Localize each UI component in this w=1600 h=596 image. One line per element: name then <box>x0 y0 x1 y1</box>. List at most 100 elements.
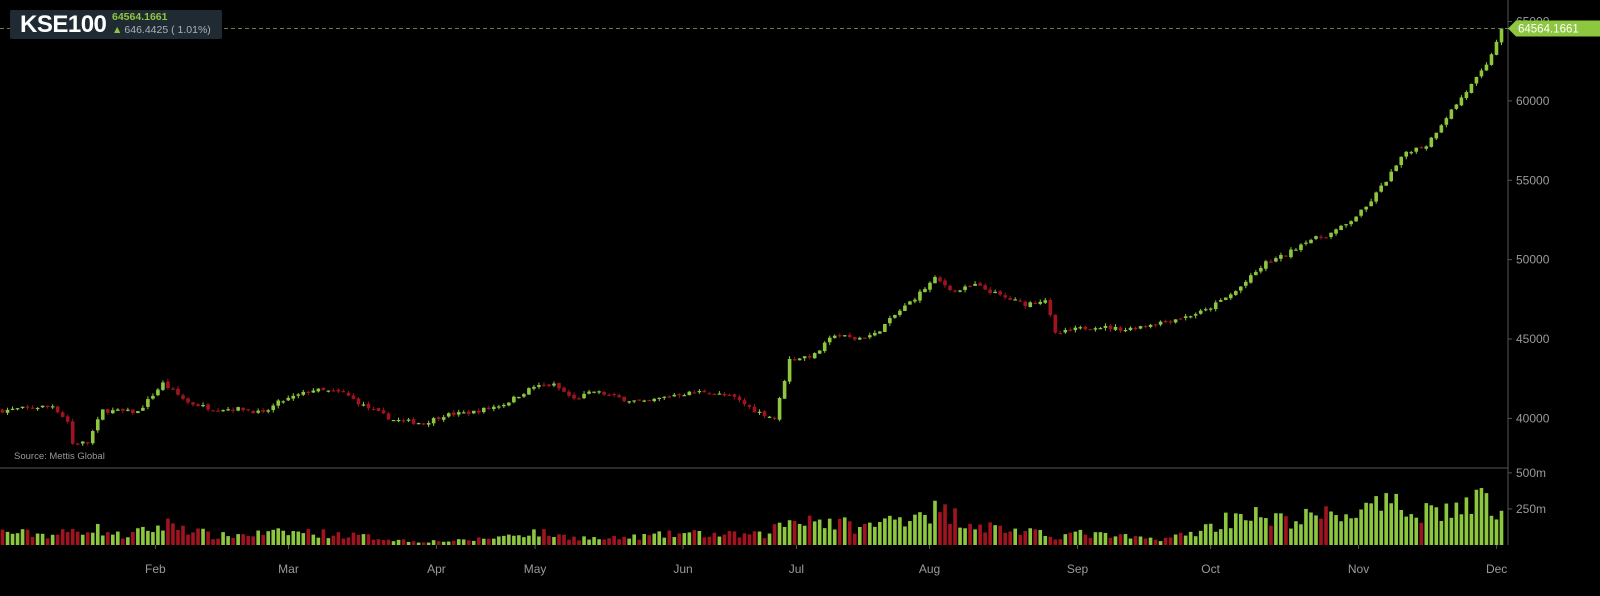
volume-bar <box>55 534 60 545</box>
volume-bar <box>1098 532 1103 545</box>
candle-body <box>652 398 657 402</box>
candle-body <box>953 290 957 292</box>
candle-body <box>1203 309 1208 311</box>
volume-bar <box>1344 514 1348 545</box>
volume-bar <box>1038 529 1043 545</box>
candle-body <box>1058 332 1063 335</box>
candle-body <box>60 412 65 417</box>
volume-bar <box>963 528 967 545</box>
volume-bar <box>281 530 286 545</box>
candle-body <box>341 391 346 393</box>
candle-body <box>1153 324 1158 326</box>
candle-body <box>537 385 541 387</box>
candle-body <box>231 409 235 411</box>
volume-bar <box>391 541 396 545</box>
volume-bar <box>923 514 927 545</box>
candle-body <box>968 285 972 287</box>
volume-bar <box>1168 537 1173 545</box>
volume-bar <box>1289 528 1293 545</box>
candle-body <box>527 388 531 395</box>
candle-body <box>1274 258 1278 262</box>
volume-bar <box>476 537 481 545</box>
volume-bar <box>1419 522 1424 545</box>
volume-bar <box>1068 532 1073 545</box>
volume-bar <box>692 530 697 545</box>
volume-bar <box>502 535 506 545</box>
candle-body <box>351 395 356 399</box>
candle-body <box>1449 109 1454 119</box>
candle-body <box>1113 326 1118 330</box>
volume-bar <box>416 542 421 545</box>
volume-bar <box>737 537 742 545</box>
volume-bar <box>632 534 636 545</box>
volume-bar <box>1324 506 1328 545</box>
volume-bar <box>1449 517 1454 545</box>
volume-bar <box>466 540 471 545</box>
volume-bar <box>762 538 767 545</box>
candle-body <box>862 337 867 339</box>
candle-body <box>647 399 652 402</box>
time-tick-label: Dec <box>1486 562 1507 576</box>
volume-bar <box>461 539 466 545</box>
candle-body <box>1259 268 1263 272</box>
candle-body <box>963 286 967 290</box>
volume-bar <box>1489 515 1494 545</box>
candle-body <box>301 391 306 395</box>
price-tick-label: 40000 <box>1516 411 1550 425</box>
volume-bar <box>712 532 717 545</box>
last-price-line: 64564.1661 <box>0 20 1600 37</box>
candle-body <box>737 396 742 401</box>
candle-body <box>542 384 546 386</box>
candle-body <box>727 394 732 396</box>
volume-bar <box>817 519 822 545</box>
candle-body <box>321 387 326 391</box>
candle-body <box>1369 201 1373 207</box>
volume-bar <box>873 526 877 545</box>
time-tick-label: Jun <box>673 562 692 576</box>
volume-bar <box>246 535 250 545</box>
volume-bar <box>627 538 631 545</box>
candle-body <box>667 396 672 398</box>
volume-bar <box>1304 508 1308 545</box>
candle-body <box>1223 297 1228 300</box>
candle-body <box>1269 261 1273 263</box>
candle-body <box>296 394 301 396</box>
volume-bar <box>572 536 576 545</box>
candle-body <box>712 393 717 396</box>
volume-bar <box>1183 535 1188 545</box>
volume-bar <box>842 517 847 545</box>
candle-body <box>291 395 296 399</box>
volume-bar <box>181 525 185 545</box>
candle-body <box>572 394 576 399</box>
candle-body <box>211 410 215 412</box>
volume-tick-label: 500m <box>1516 466 1546 480</box>
volume-bar <box>60 529 65 545</box>
candle-body <box>672 394 677 397</box>
volume-bar <box>1499 510 1504 545</box>
candle-body <box>742 400 747 405</box>
candle-body <box>1138 326 1143 329</box>
candle-body <box>807 355 812 358</box>
volume-bar <box>878 522 882 545</box>
volume-bar <box>421 542 426 545</box>
candle-body <box>1098 328 1103 330</box>
volume-bar <box>978 524 982 545</box>
candle-body <box>95 419 100 431</box>
candle-body <box>1319 236 1323 238</box>
volume-bar <box>983 532 987 545</box>
candle-body <box>121 408 125 411</box>
volume-bar <box>1464 497 1469 545</box>
candle-body <box>70 421 75 444</box>
volume-bar <box>426 542 431 545</box>
volume-bar <box>201 528 205 545</box>
candle-body <box>1143 325 1148 328</box>
volume-bar <box>1178 532 1183 545</box>
volume-bar <box>948 523 952 545</box>
ticker-badge: KSE100 64564.1661 ▲ 646.4425 ( 1.01%) <box>10 10 222 39</box>
candle-body <box>1208 308 1213 310</box>
volume-bar <box>1188 531 1193 545</box>
candle-body <box>171 388 175 390</box>
volume-bar <box>617 539 621 545</box>
volume-bar <box>1138 536 1143 545</box>
volume-bar <box>587 539 591 545</box>
